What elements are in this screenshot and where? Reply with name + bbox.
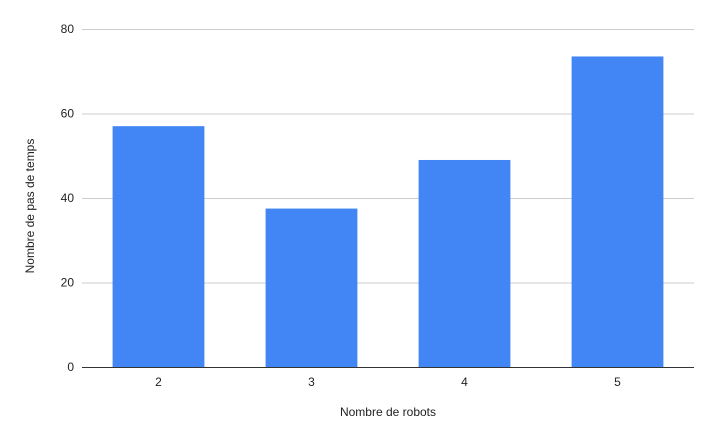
y-axis-title: Nombre de pas de temps — [23, 139, 37, 274]
bar-4 — [418, 159, 511, 367]
x-axis-title: Nombre de robots — [340, 405, 436, 419]
y-tick-label: 20 — [61, 276, 75, 290]
y-tick-label: 80 — [61, 22, 75, 36]
bar-5 — [571, 56, 664, 368]
bar-3 — [265, 208, 358, 367]
y-tick-label: 40 — [61, 191, 75, 205]
x-tick-labels: 2 3 4 5 — [155, 375, 621, 389]
x-tick-label: 2 — [155, 375, 162, 389]
y-tick-label: 60 — [61, 107, 75, 121]
bars — [112, 56, 664, 368]
x-tick-label: 4 — [461, 375, 468, 389]
y-tick-labels: 0 20 40 60 80 — [61, 22, 75, 374]
y-tick-label: 0 — [67, 360, 74, 374]
x-tick-label: 3 — [308, 375, 315, 389]
x-tick-label: 5 — [614, 375, 621, 389]
bar-2 — [112, 126, 205, 367]
